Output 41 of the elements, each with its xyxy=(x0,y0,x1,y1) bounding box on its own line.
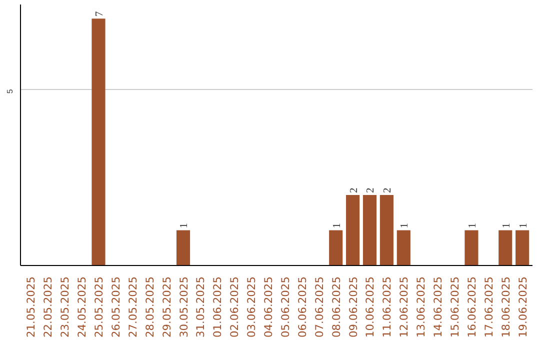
x-tick-label: 13.06.2025 xyxy=(414,276,428,338)
x-tick-label: 28.05.2025 xyxy=(143,276,156,338)
x-tick-label: 09.06.2025 xyxy=(346,276,360,338)
x-tick-label: 15.06.2025 xyxy=(448,276,462,338)
x-tick-label: 04.06.2025 xyxy=(262,276,276,338)
x-tick-label: 12.06.2025 xyxy=(398,276,411,338)
x-tick-label: 02.06.2025 xyxy=(228,276,242,338)
x-tick-label: 11.06.2025 xyxy=(380,276,394,338)
x-tick-label: 21.05.2025 xyxy=(24,276,38,338)
x-tick-label: 26.05.2025 xyxy=(109,276,122,338)
x-tick-label: 10.06.2025 xyxy=(364,276,377,338)
data-label: 1 xyxy=(518,222,530,228)
x-tick-label: 14.06.2025 xyxy=(432,276,445,338)
x-tick-label: 29.05.2025 xyxy=(160,276,174,338)
x-tick-label: 25.05.2025 xyxy=(92,276,106,338)
x-tick-label: 16.06.2025 xyxy=(465,276,478,338)
data-label: 1 xyxy=(179,222,190,228)
x-tick-label: 06.06.2025 xyxy=(296,276,309,338)
x-tick-label: 05.06.2025 xyxy=(278,276,292,338)
data-label: 1 xyxy=(400,222,411,228)
x-tick-label: 22.05.2025 xyxy=(42,276,55,338)
data-label: 1 xyxy=(332,222,343,228)
data-label: 2 xyxy=(348,188,360,193)
x-tick-label: 23.05.2025 xyxy=(58,276,72,338)
x-tick-label: 19.06.2025 xyxy=(516,276,530,338)
data-label: 2 xyxy=(382,188,394,193)
x-tick-label: 30.05.2025 xyxy=(177,276,190,338)
x-tick-label: 03.06.2025 xyxy=(245,276,258,338)
x-tick-label: 01.06.2025 xyxy=(211,276,224,338)
x-tick-label: 31.05.2025 xyxy=(194,276,208,338)
x-tick-label: 17.06.2025 xyxy=(482,276,496,338)
data-label: 1 xyxy=(467,222,478,228)
data-label: 7 xyxy=(94,10,106,17)
x-tick-label: 24.05.2025 xyxy=(76,276,89,338)
x-tick-label: 08.06.2025 xyxy=(330,276,343,338)
x-tick-label: 27.05.2025 xyxy=(126,276,140,338)
x-tick-label: 07.06.2025 xyxy=(312,276,326,338)
data-label: 2 xyxy=(366,188,377,193)
x-tick-label: 18.06.2025 xyxy=(499,276,512,338)
y-tick-label: 5 xyxy=(6,88,14,94)
data-label: 1 xyxy=(501,222,512,228)
